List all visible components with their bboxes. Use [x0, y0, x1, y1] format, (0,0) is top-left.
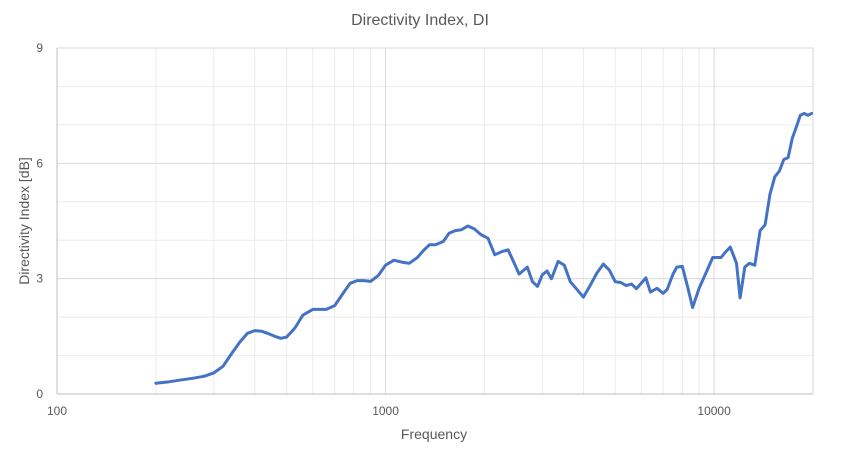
y-axis-label: Directivity Index [dB]: [16, 157, 32, 285]
chart-title: Directivity Index, DI: [351, 12, 489, 29]
axes: [56, 48, 814, 395]
x-tick-label: 10000: [697, 404, 731, 418]
grid-lines: [57, 47, 813, 394]
y-tick-label: 3: [36, 272, 43, 286]
tick-labels: 100 1000 10000 0 3 6 9: [36, 41, 731, 418]
y-tick-label: 6: [36, 156, 43, 170]
series-line: [154, 111, 814, 385]
y-tick-label: 0: [36, 387, 43, 401]
x-tick-label: 100: [47, 404, 67, 418]
x-axis-label: Frequency: [401, 426, 467, 442]
y-tick-label: 9: [36, 41, 43, 55]
series-group: [154, 111, 814, 385]
x-tick-label: 1000: [372, 404, 399, 418]
